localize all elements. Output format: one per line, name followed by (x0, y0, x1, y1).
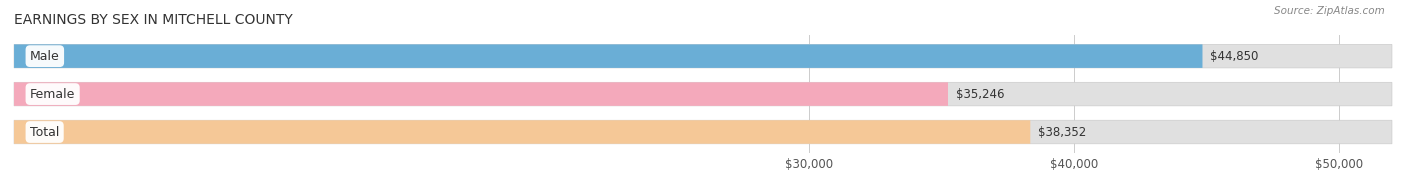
FancyBboxPatch shape (14, 44, 1202, 68)
Text: Male: Male (30, 50, 59, 63)
FancyBboxPatch shape (14, 82, 948, 106)
Text: $35,246: $35,246 (956, 88, 1004, 101)
FancyBboxPatch shape (14, 120, 1031, 144)
Text: $38,352: $38,352 (1038, 125, 1087, 139)
FancyBboxPatch shape (14, 82, 1392, 106)
Text: $44,850: $44,850 (1211, 50, 1258, 63)
Text: Total: Total (30, 125, 59, 139)
FancyBboxPatch shape (14, 120, 1392, 144)
Text: Source: ZipAtlas.com: Source: ZipAtlas.com (1274, 6, 1385, 16)
Text: Female: Female (30, 88, 76, 101)
FancyBboxPatch shape (14, 44, 1392, 68)
Text: EARNINGS BY SEX IN MITCHELL COUNTY: EARNINGS BY SEX IN MITCHELL COUNTY (14, 13, 292, 27)
